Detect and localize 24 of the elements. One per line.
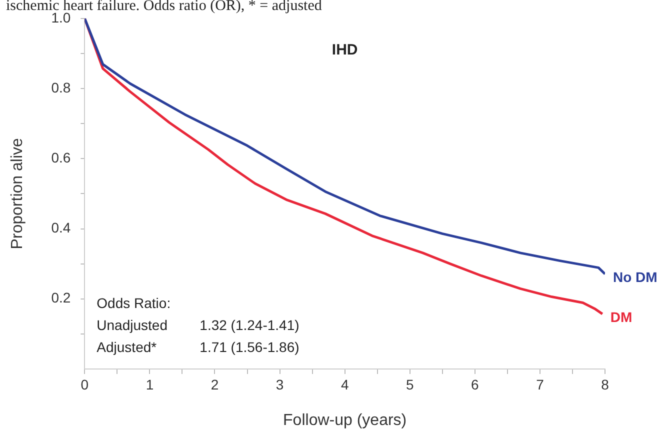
x-tick-label: 6: [471, 376, 480, 392]
y-tick-label: 0.6: [51, 150, 71, 166]
x-tick-label: 1: [146, 376, 154, 392]
x-tick-label: 7: [536, 376, 544, 392]
annotation: Odds Ratio:: [96, 295, 171, 311]
x-tick-label: 5: [406, 376, 414, 392]
text: IHD: [332, 42, 358, 59]
x-tick-label: 2: [210, 376, 219, 392]
series-label: No DM: [613, 268, 658, 285]
annotation: 1.32 (1.24-1.41): [200, 317, 300, 333]
x-tick-label: 3: [276, 376, 284, 392]
annotation: Adjusted*: [96, 339, 158, 355]
annotation: 1.71 (1.56-1.86): [200, 339, 300, 355]
series-label: DM: [610, 308, 632, 325]
y-axis-title: Proportion alive: [9, 138, 26, 250]
x-tick-label: 4: [340, 376, 349, 392]
y-tick-label: 0.4: [51, 220, 71, 236]
y-tick-label: 0.2: [51, 290, 71, 306]
y-tick-label: 1.0: [51, 9, 71, 26]
annotation: Unadjusted: [96, 317, 168, 333]
x-tick-label: 0: [80, 376, 89, 392]
x-tick-label: 8: [601, 376, 610, 392]
y-tick-label: 0.8: [51, 79, 71, 96]
x-axis-title: Follow-up (years): [283, 412, 407, 429]
